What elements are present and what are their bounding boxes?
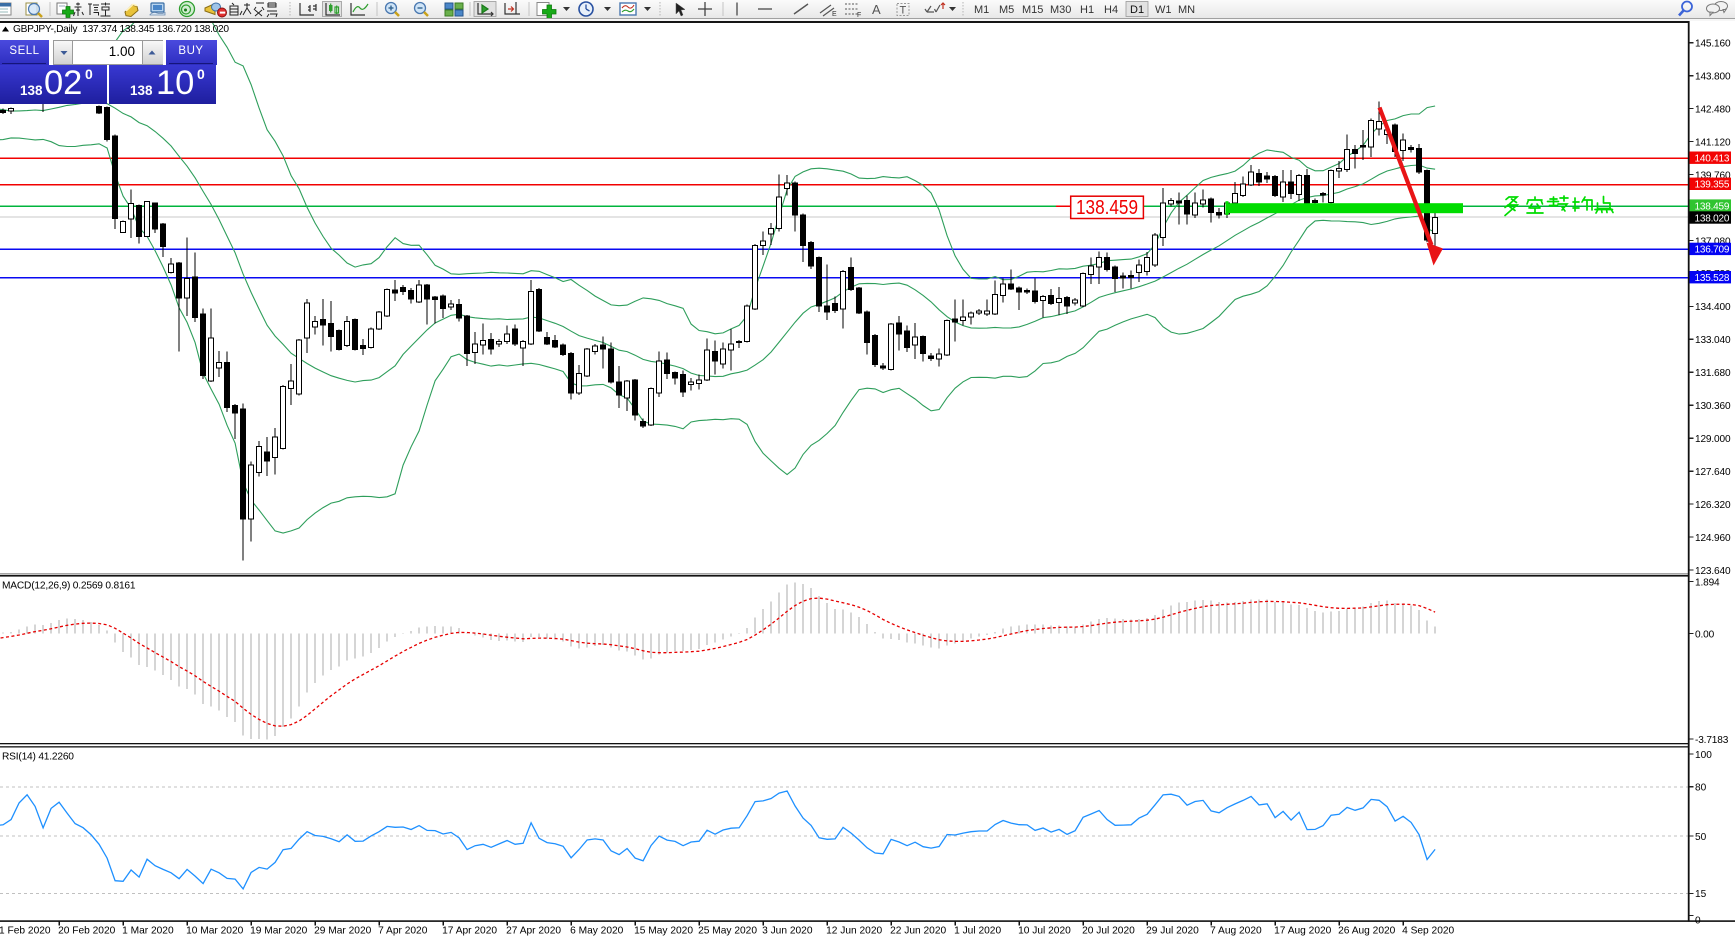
svg-text:137.080: 137.080 xyxy=(1695,236,1731,247)
svg-text:0: 0 xyxy=(1695,916,1701,927)
svg-text:139.760: 139.760 xyxy=(1695,170,1731,181)
svg-text:M5: M5 xyxy=(999,4,1014,16)
svg-text:10 Jul 2020: 10 Jul 2020 xyxy=(1018,926,1071,937)
svg-text:141.120: 141.120 xyxy=(1695,137,1731,148)
svg-text:D1: D1 xyxy=(1130,4,1144,16)
svg-text:29 Jul 2020: 29 Jul 2020 xyxy=(1146,926,1199,937)
svg-text:130.360: 130.360 xyxy=(1695,401,1731,412)
svg-text:M15: M15 xyxy=(1022,4,1043,16)
svg-text:19 Mar 2020: 19 Mar 2020 xyxy=(250,926,308,937)
svg-text:127.640: 127.640 xyxy=(1695,467,1731,478)
svg-text:138.459: 138.459 xyxy=(1076,197,1138,219)
svg-text:4 Sep 2020: 4 Sep 2020 xyxy=(1402,926,1454,937)
svg-text:145.160: 145.160 xyxy=(1695,39,1731,50)
svg-text:-3.7183: -3.7183 xyxy=(1695,735,1729,746)
svg-text:133.040: 133.040 xyxy=(1695,335,1731,346)
svg-text:6 May 2020: 6 May 2020 xyxy=(570,926,624,937)
svg-text:26 Aug 2020: 26 Aug 2020 xyxy=(1338,926,1396,937)
svg-text:MACD(12,26,9) 0.2569 0.8161: MACD(12,26,9) 0.2569 0.8161 xyxy=(2,581,136,592)
svg-text:F: F xyxy=(857,12,861,18)
svg-text:7 Apr 2020: 7 Apr 2020 xyxy=(378,926,428,937)
svg-text:25 May 2020: 25 May 2020 xyxy=(698,926,757,937)
svg-text:0.00: 0.00 xyxy=(1695,629,1715,640)
svg-text:12 Jun 2020: 12 Jun 2020 xyxy=(826,926,882,937)
svg-text:22 Jun 2020: 22 Jun 2020 xyxy=(890,926,946,937)
svg-text:50: 50 xyxy=(1695,832,1707,843)
svg-text:143.800: 143.800 xyxy=(1695,72,1731,83)
svg-text:1.894: 1.894 xyxy=(1695,577,1720,588)
svg-text:1 Jul 2020: 1 Jul 2020 xyxy=(954,926,1001,937)
svg-text:W1: W1 xyxy=(1155,4,1172,16)
svg-text:T: T xyxy=(900,5,907,17)
svg-text:134.400: 134.400 xyxy=(1695,302,1731,313)
svg-text:3 Jun 2020: 3 Jun 2020 xyxy=(762,926,813,937)
svg-text:17 Apr 2020: 17 Apr 2020 xyxy=(442,926,497,937)
svg-text:H4: H4 xyxy=(1104,4,1118,16)
svg-text:123.640: 123.640 xyxy=(1695,566,1731,577)
svg-text:15: 15 xyxy=(1695,889,1707,900)
svg-text:1 Mar 2020: 1 Mar 2020 xyxy=(122,926,174,937)
svg-text:E: E xyxy=(832,11,837,18)
svg-text:17 Aug 2020: 17 Aug 2020 xyxy=(1274,926,1332,937)
svg-text:100: 100 xyxy=(1695,750,1712,761)
svg-text:136.709: 136.709 xyxy=(1695,245,1730,256)
svg-text:15 May 2020: 15 May 2020 xyxy=(634,926,693,937)
svg-text:11 Feb 2020: 11 Feb 2020 xyxy=(0,926,51,937)
svg-text:20 Feb 2020: 20 Feb 2020 xyxy=(58,926,116,937)
svg-text:MN: MN xyxy=(1178,4,1195,16)
svg-text:138.020: 138.020 xyxy=(1695,213,1730,224)
svg-text:RSI(14) 41.2260: RSI(14) 41.2260 xyxy=(2,752,74,763)
svg-text:124.960: 124.960 xyxy=(1695,533,1731,544)
svg-text:A: A xyxy=(872,2,881,17)
svg-text:10 Mar 2020: 10 Mar 2020 xyxy=(186,926,244,937)
svg-text:80: 80 xyxy=(1695,783,1707,794)
svg-text:138.459: 138.459 xyxy=(1695,201,1730,212)
svg-text:7 Aug 2020: 7 Aug 2020 xyxy=(1210,926,1262,937)
svg-text:142.480: 142.480 xyxy=(1695,104,1731,115)
svg-text:GBPJPY-,Daily 137.374 138.345: GBPJPY-,Daily 137.374 138.345 136.720 13… xyxy=(13,24,229,35)
svg-text:M1: M1 xyxy=(974,4,989,16)
svg-text:20 Jul 2020: 20 Jul 2020 xyxy=(1082,926,1135,937)
svg-text:126.320: 126.320 xyxy=(1695,500,1731,511)
svg-text:131.680: 131.680 xyxy=(1695,368,1731,379)
svg-text:129.000: 129.000 xyxy=(1695,434,1731,445)
svg-text:M30: M30 xyxy=(1050,4,1071,16)
svg-text:27 Apr 2020: 27 Apr 2020 xyxy=(506,926,561,937)
svg-text:140.413: 140.413 xyxy=(1695,154,1730,165)
svg-text:135.528: 135.528 xyxy=(1695,273,1730,284)
svg-text:139.355: 139.355 xyxy=(1695,180,1730,191)
svg-text:29 Mar 2020: 29 Mar 2020 xyxy=(314,926,372,937)
svg-text:H1: H1 xyxy=(1080,4,1094,16)
